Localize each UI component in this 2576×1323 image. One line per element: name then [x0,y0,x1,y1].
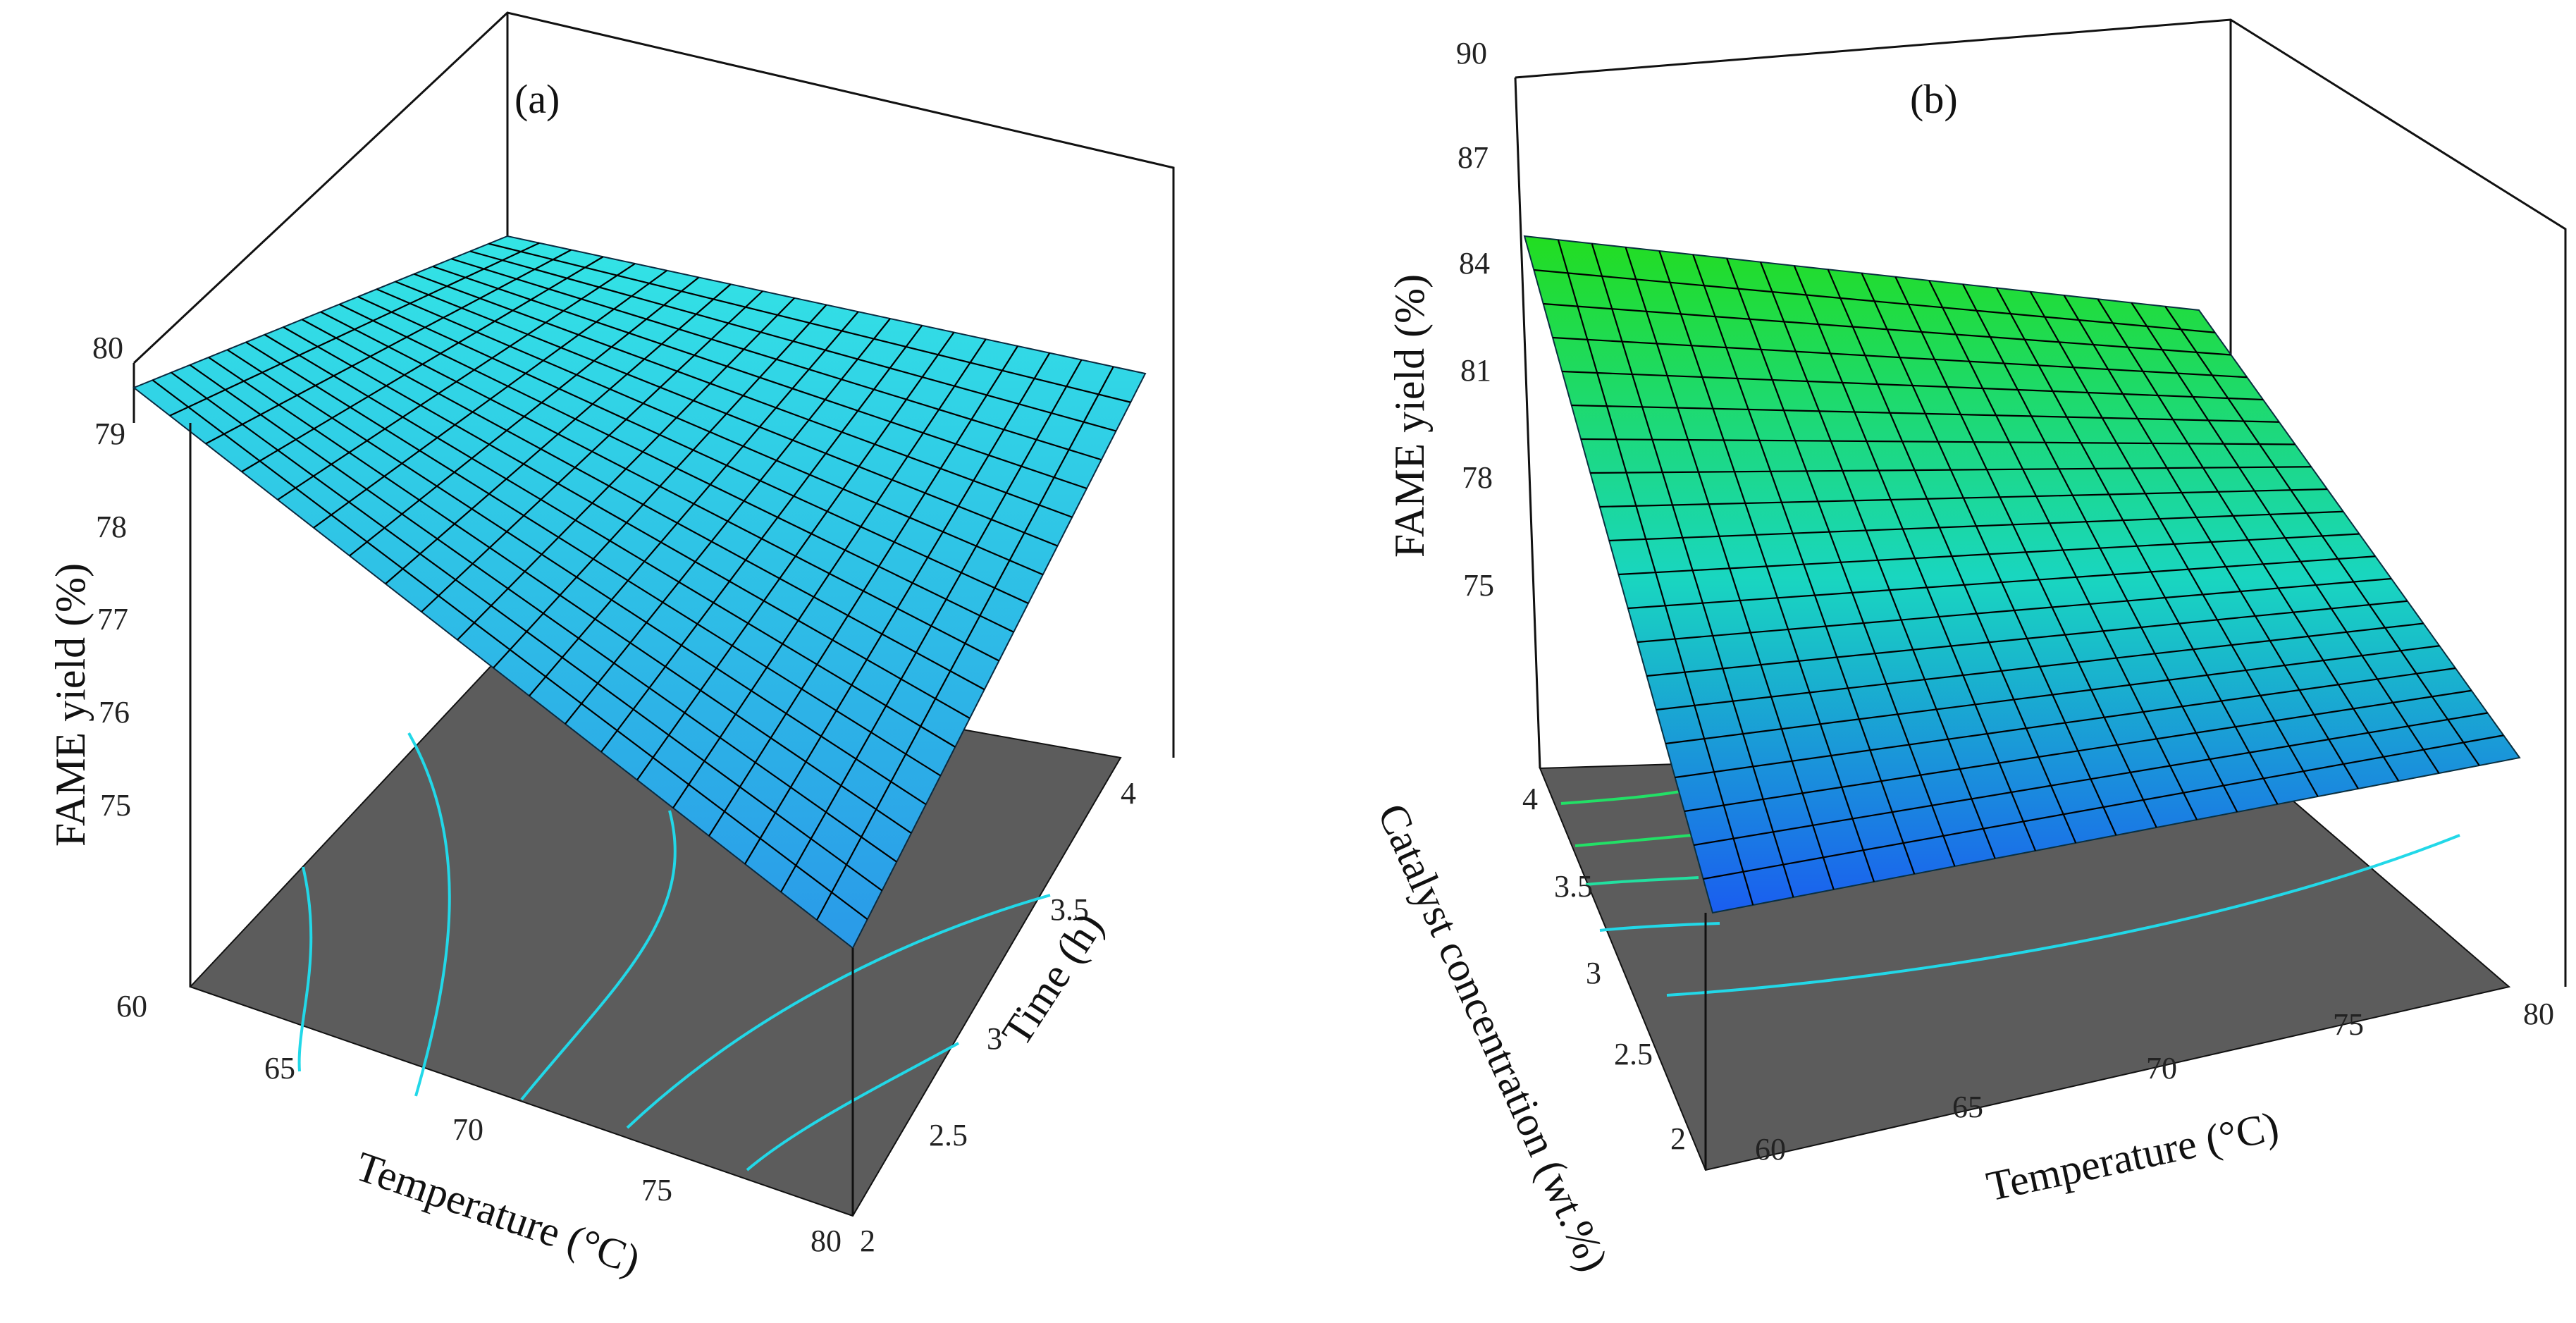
chart-b-x-tick: 75 [2333,1007,2364,1042]
chart-b-y-tick: 3.5 [1554,869,1593,904]
surface-mesh-line [245,341,942,777]
chart-a-contour [746,1042,959,1171]
chart-b-contour [1666,834,2460,997]
surface-mesh-line [1562,370,2264,401]
chart-a-x-ticks: 60 65 70 75 80 [116,989,842,1258]
surface-mesh-line [1675,667,2456,779]
chart-a-y-tick: 4 [1121,776,1136,811]
surface-mesh-line [1694,712,2488,847]
surface-mesh-line [432,265,1087,490]
surface-mesh-line [171,371,883,892]
chart-b-surface [1523,235,2521,914]
chart-b: 90 87 84 81 78 75 60 65 70 75 80 2 2.5 3… [1369,18,2567,1278]
chart-b-contour [1585,876,1699,886]
surface-mesh-line [1581,438,2295,445]
chart-b-z-tick: 90 [1456,36,1487,70]
surface-mesh-line [320,311,1000,662]
chart-a-contour [297,866,313,1072]
chart-a-z-tick: 75 [100,788,131,823]
surface-mesh-line [1534,269,2215,333]
chart-b-z-tick: 84 [1459,246,1490,281]
chart-a-z-tick: 79 [94,417,125,451]
chart-b-contour [1574,834,1692,847]
surface-mesh-line [1609,510,2343,542]
chart-b-panel-label: (b) [1910,76,1958,122]
surface-mesh-line [395,281,1058,547]
chart-a-surface [133,235,1147,949]
chart-a-y-tick: 2 [860,1224,875,1258]
surface-mesh-line [414,273,1073,518]
surface-mesh-line [1627,555,2376,610]
surface-mesh-line [152,379,868,921]
chart-b-z-ticks: 90 87 84 81 78 75 [1456,36,1494,603]
chart-a-y-tick: 2.5 [929,1118,968,1152]
surface-mesh-line [264,333,956,748]
chart-a-contour [520,810,677,1101]
chart-a-z-ticks: 80 79 78 77 76 75 [92,331,131,823]
chart-a-z-tick: 78 [96,510,127,544]
chart-a-x-tick: 60 [116,989,147,1023]
chart-b-y-tick: 4 [1522,782,1538,816]
surface-mesh-line [451,258,1102,461]
chart-a-x-tick: 80 [811,1224,842,1258]
surface-mesh-line [376,288,1044,576]
surface-mesh-line [1571,404,2279,423]
chart-a-panel-label: (a) [514,76,560,122]
chart-b-surface-grid [1534,239,2504,906]
surface-mesh-line [488,242,1131,403]
chart-a-x-axis-title: Temperature (°C) [350,1143,646,1284]
surface-mesh-line [1656,622,2424,711]
chart-b-y-tick: 2.5 [1614,1037,1653,1071]
surface-mesh-line [1543,302,2231,356]
surface-mesh-line [1703,734,2504,880]
surface-mesh-line [1684,689,2472,813]
chart-b-z-tick: 75 [1463,568,1494,603]
surface-mesh-line [357,295,1029,605]
chart-a-x-tick: 70 [452,1112,483,1147]
chart-a-contours [297,732,1051,1171]
chart-b-z-tick: 78 [1462,460,1493,495]
surface-mesh-line [1599,488,2328,508]
chart-a-y-ticks: 2 2.5 3 3.5 4 [860,776,1136,1258]
chart-a-y-tick: 3 [987,1021,1002,1056]
chart-a-z-tick: 76 [99,695,130,730]
surface-mesh-line [189,364,897,863]
surface-mesh-line [469,250,1116,432]
surface-mesh-line [208,357,912,834]
surface-mesh-line [339,303,1014,633]
surface-mesh-line [1552,336,2248,379]
chart-a-contour [407,732,451,1097]
chart-b-x-tick: 80 [2523,997,2554,1031]
surface-mesh-line [226,349,927,806]
chart-a-contour [626,894,1051,1129]
chart-b-z-axis-title: FAME yield (%) [1386,274,1433,558]
chart-b-x-ticks: 60 65 70 75 80 [1755,997,2554,1167]
chart-a-z-tick: 77 [97,602,128,636]
chart-a-y-tick: 3.5 [1050,892,1089,927]
chart-b-x-axis-title: Temperature (°C) [1983,1102,2283,1210]
chart-b-y-tick: 2 [1670,1121,1686,1156]
surface-mesh-line [283,326,970,719]
chart-a-z-axis-title: FAME yield (%) [47,563,94,847]
chart-b-z-tick: 87 [1458,140,1489,175]
chart-a-z-tick: 80 [92,331,123,365]
surface-mesh-line [1637,577,2392,644]
surface-mesh-line [1590,466,2312,474]
chart-a-surface-grid [152,242,1131,921]
chart-b-z-tick: 81 [1460,353,1491,388]
surface-mesh-line [1618,533,2360,576]
chart-a-x-tick: 75 [641,1173,672,1207]
surface-mesh-line [301,319,985,691]
chart-a-x-tick: 65 [264,1051,295,1085]
surface-mesh-line [1665,645,2440,745]
chart-b-x-tick: 70 [2146,1051,2177,1085]
chart-b-y-tick: 3 [1586,956,1601,990]
chart-a: 80 79 78 77 76 75 60 65 70 75 80 2 2.5 3… [47,11,1175,1284]
chart-b-x-tick: 60 [1755,1132,1786,1167]
chart-b-y-ticks: 2 2.5 3 3.5 4 [1522,782,1686,1156]
chart-b-x-tick: 65 [1952,1090,1983,1124]
surface-mesh-line [1646,600,2408,677]
